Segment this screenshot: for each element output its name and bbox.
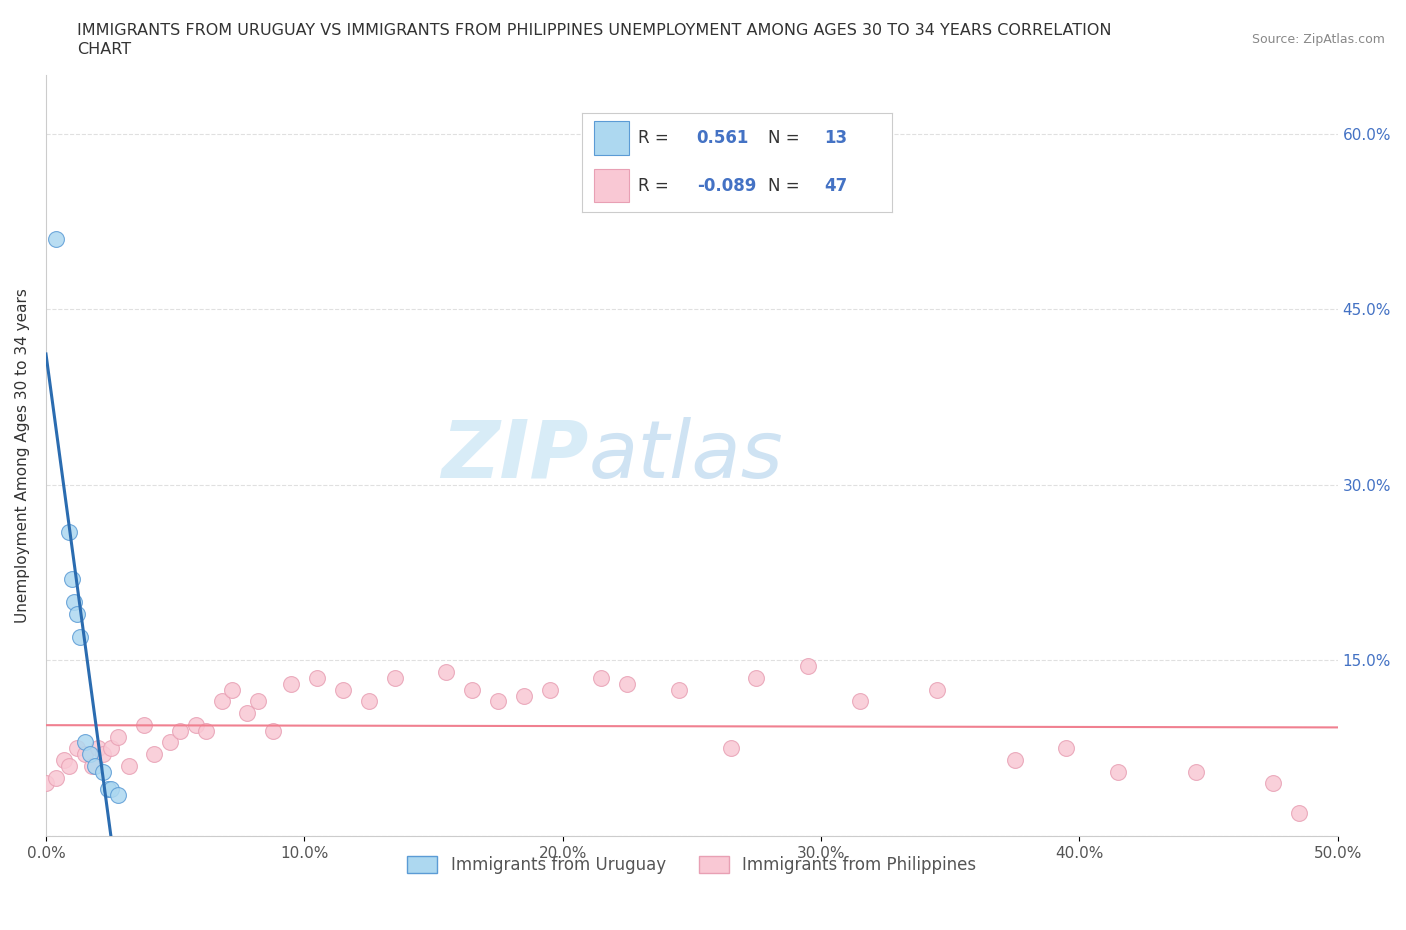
Point [58,525,80,539]
Point [45,232,67,246]
Point [84,758,107,773]
Point [45,770,67,785]
Point [53,752,76,767]
Point [262,724,284,738]
Point [69,630,91,644]
Text: CHART: CHART [77,42,131,57]
Point [1107,764,1129,779]
Y-axis label: Unemployment Among Ages 30 to 34 years: Unemployment Among Ages 30 to 34 years [15,288,30,623]
Legend: Immigrants from Uruguay, Immigrants from Philippines: Immigrants from Uruguay, Immigrants from… [401,849,983,881]
Point [107,788,129,803]
Text: Source: ZipAtlas.com: Source: ZipAtlas.com [1251,33,1385,46]
Point [195,724,218,738]
Point [117,758,139,773]
Point [591,671,613,685]
Point [91,747,114,762]
Point [1054,741,1077,756]
Point [1004,752,1026,767]
Point [1184,764,1206,779]
Point [246,694,269,709]
Point [82,758,104,773]
Point [184,717,207,732]
Point [60,571,83,586]
Point [211,694,233,709]
Point [100,782,122,797]
Point [927,683,949,698]
Text: ZIP: ZIP [441,417,589,495]
Point [221,683,243,698]
Point [513,688,536,703]
Point [797,658,820,673]
Point [79,747,101,762]
Point [143,747,166,762]
Text: atlas: atlas [589,417,783,495]
Point [280,676,302,691]
Point [100,741,122,756]
Point [1288,805,1310,820]
Text: IMMIGRANTS FROM URUGUAY VS IMMIGRANTS FROM PHILIPPINES UNEMPLOYMENT AMONG AGES 3: IMMIGRANTS FROM URUGUAY VS IMMIGRANTS FR… [77,23,1112,38]
Point [159,735,181,750]
Point [848,694,870,709]
Point [73,747,96,762]
Point [73,735,96,750]
Point [63,594,86,609]
Point [668,683,690,698]
Point [58,758,80,773]
Point [307,671,329,685]
Point [66,741,89,756]
Point [1261,776,1284,790]
Point [107,729,129,744]
Point [745,671,768,685]
Point [134,717,156,732]
Point [461,683,484,698]
Point [91,764,114,779]
Point [66,606,89,621]
Point [97,782,120,797]
Point [86,741,108,756]
Point [236,706,259,721]
Point [616,676,638,691]
Point [720,741,742,756]
Point [332,683,354,698]
Point [169,724,191,738]
Point [35,776,58,790]
Point [434,665,457,680]
Point [384,671,406,685]
Point [357,694,380,709]
Point [538,683,561,698]
Point [486,694,509,709]
